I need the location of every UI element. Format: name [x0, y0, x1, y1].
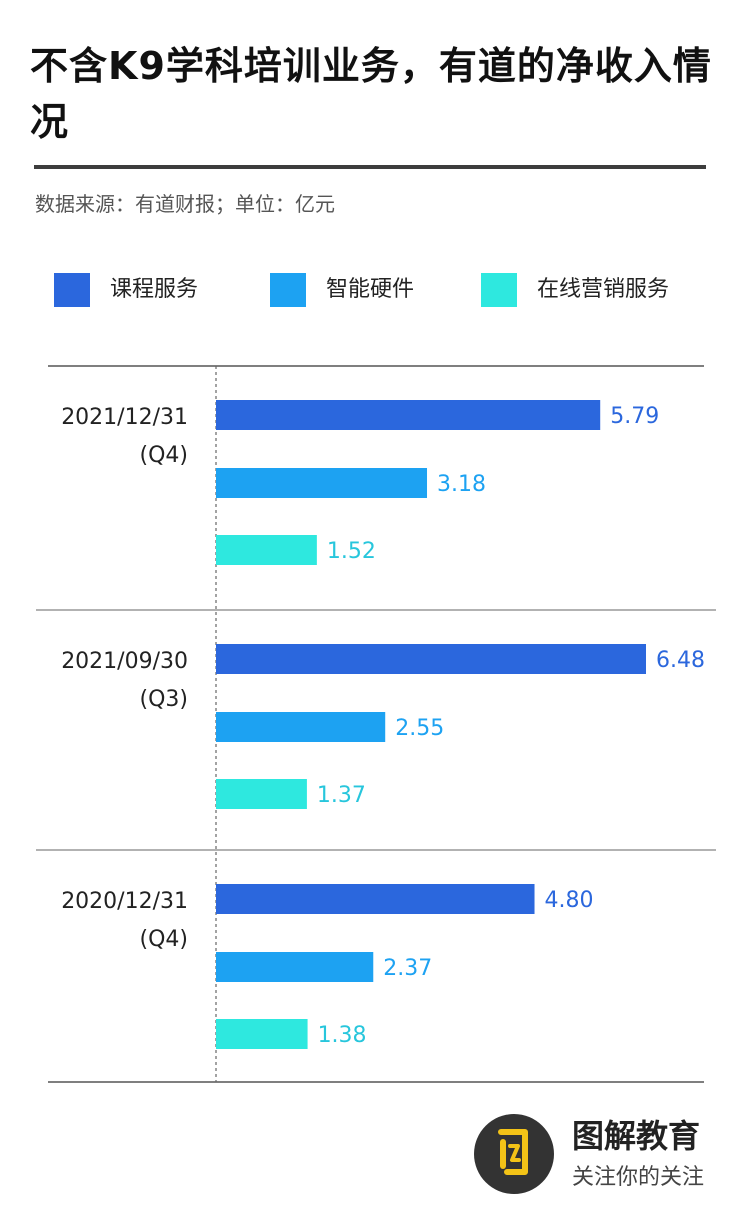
bar-online-marketing	[216, 779, 307, 809]
category-date-label: 2021/12/31	[61, 405, 188, 430]
category-quarter-label: (Q3)	[140, 687, 188, 712]
data-label-online-marketing: 1.38	[318, 1023, 367, 1048]
bar-online-marketing	[216, 1019, 308, 1049]
bar-smart-devices	[216, 712, 386, 742]
category-quarter-label: (Q4)	[140, 443, 188, 468]
chart-legend: 课程服务 智能硬件 在线营销服务	[0, 270, 750, 314]
brand-slogan: 关注你的关注	[572, 1165, 705, 1190]
data-label-course-services: 4.80	[545, 888, 594, 913]
brand-logo: 图解教育 关注你的关注	[474, 1110, 734, 1200]
bar-online-marketing	[216, 535, 317, 565]
legend-swatch-course-services	[54, 273, 90, 307]
title-divider	[34, 165, 706, 169]
data-label-course-services: 6.48	[656, 648, 705, 673]
data-label-smart-devices: 3.18	[437, 472, 486, 497]
data-label-smart-devices: 2.37	[383, 956, 432, 981]
category-date-label: 2020/12/31	[61, 889, 188, 914]
legend-swatch-online-marketing	[481, 273, 517, 307]
bar-chart: 2021/12/31 (Q4) 5.79 3.18 1.52 2021/09/30 (Q3)…	[36, 365, 716, 1083]
legend-label-smart-devices: 智能硬件	[326, 277, 415, 302]
brand-mark-icon	[498, 1129, 528, 1175]
data-label-online-marketing: 1.37	[317, 783, 366, 808]
bar-smart-devices	[216, 952, 374, 982]
category-quarter-label: (Q4)	[140, 927, 188, 952]
bar-course-services	[216, 644, 646, 674]
data-label-course-services: 5.79	[610, 404, 659, 429]
data-label-smart-devices: 2.55	[395, 716, 444, 741]
legend-label-course-services: 课程服务	[110, 277, 199, 302]
legend-swatch-smart-devices	[270, 273, 306, 307]
bar-smart-devices	[216, 468, 428, 498]
brand-name: 图解教育	[572, 1117, 701, 1155]
category-date-label: 2021/09/30	[61, 649, 188, 674]
bar-course-services	[216, 400, 601, 430]
bar-course-services	[216, 884, 535, 914]
data-source-note: 数据来源：有道财报；单位：亿元	[35, 192, 335, 216]
data-label-online-marketing: 1.52	[327, 539, 376, 564]
page-title: 不含K9学科培训业务，有道的净收入情况	[30, 44, 712, 144]
legend-label-online-marketing: 在线营销服务	[537, 277, 670, 302]
